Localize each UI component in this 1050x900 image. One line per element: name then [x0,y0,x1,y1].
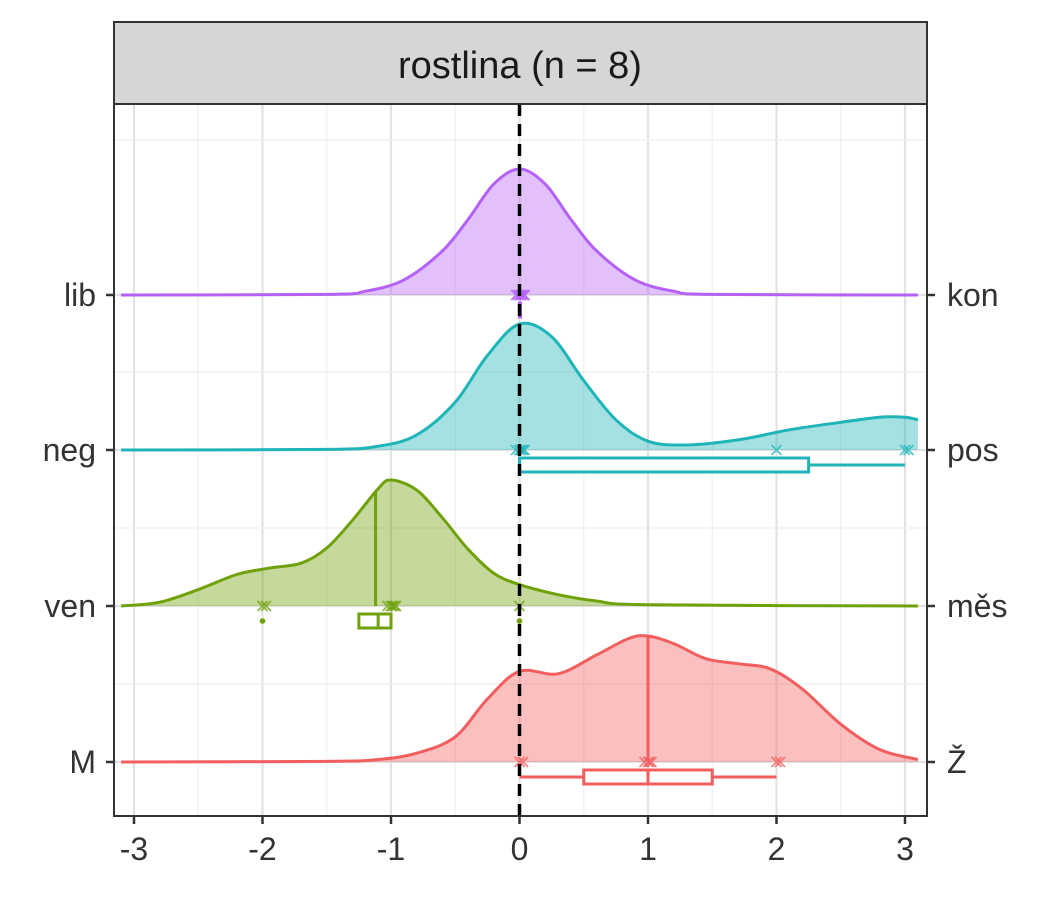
x-tick-label: -3 [120,831,148,867]
data-point-M [770,756,783,768]
right-axis-label: měs [947,588,1007,624]
box-ven [357,612,393,630]
box-outlier-ven [516,618,523,624]
data-point-ven [386,600,399,612]
data-point-ven [381,600,394,612]
ridge-ven [120,478,918,630]
data-point-M [643,756,656,768]
density-line-M [121,634,919,764]
x-tick-label: 0 [511,831,529,867]
density-area-ven [121,479,918,606]
right-axis-label: pos [947,432,999,468]
data-point-M [513,756,526,768]
data-point-M [638,756,651,768]
strip-title: rostlina (n = 8) [398,45,642,87]
x-tick-label: -2 [248,831,276,867]
data-point-M [642,756,654,768]
density-area-M [121,635,918,762]
strip-background [113,21,928,105]
left-axis-label: lib [64,277,96,313]
box-outlier-ven [259,618,266,624]
data-point-ven [256,600,269,612]
x-tick-label: -1 [377,831,405,867]
data-point-ven [260,600,272,612]
density-line-neg [121,321,919,452]
left-axis-label: M [69,744,96,780]
x-tick-label: 1 [639,831,657,867]
data-point-neg [770,444,783,456]
box-neg [518,456,811,474]
density-line-ven [120,478,918,608]
x-tick-label: 2 [768,831,786,867]
right-axis-label: Ž [947,744,967,780]
data-point-ven [390,600,402,612]
left-axis-label: ven [44,588,96,624]
axes: lib kon neg pos ven měs M Ž -3 -2 -1 0 1 2 3 [43,277,1008,867]
data-point-ven [385,600,397,612]
left-axis-label: neg [43,432,96,468]
ridge-M [121,634,919,786]
data-point-neg [902,444,915,456]
data-point-neg [899,444,911,456]
data-point-M [774,756,786,768]
right-axis-label: kon [947,277,999,313]
x-tick-label: 3 [896,831,914,867]
